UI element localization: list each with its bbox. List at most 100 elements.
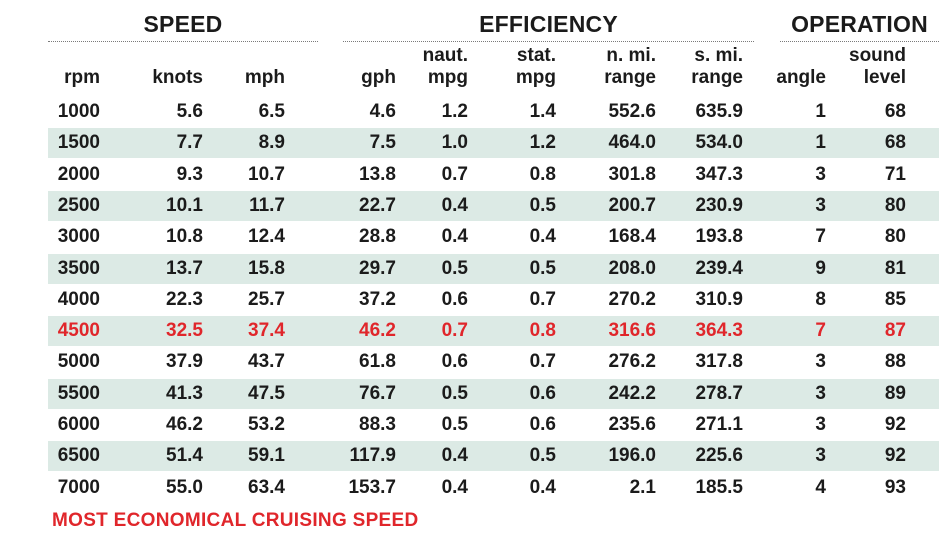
cell-rpm: 6000 [57,414,100,435]
cell-naut-mpg: 0.4 [441,226,468,247]
column-header-rpm-line2: rpm [64,67,100,88]
cell-naut-mpg: 0.4 [441,477,468,498]
cell-smi-range: 271.1 [695,414,743,435]
table-row: 3500 13.7 15.8 29.7 0.5 0.5 208.0 239.4 9 81 [48,254,939,284]
cell-knots: 55.0 [166,477,203,498]
cell-mph: 63.4 [248,477,285,498]
table-row: 5500 41.3 47.5 76.7 0.5 0.6 242.2 278.7 3 89 [48,379,939,409]
cell-smi-range: 534.0 [695,132,743,153]
cell-stat-mpg: 0.7 [529,351,556,372]
cell-stat-mpg: 1.4 [529,101,556,122]
cell-knots: 51.4 [166,445,203,466]
cell-smi-range: 310.9 [695,289,743,310]
group-title-operation: OPERATION [791,11,928,37]
table-row: 2000 9.3 10.7 13.8 0.7 0.8 301.8 347.3 3 71 [48,160,939,190]
cell-gph: 13.8 [359,164,396,185]
cell-knots: 37.9 [166,351,203,372]
cell-smi-range: 364.3 [695,320,743,341]
cell-rpm: 4500 [57,320,100,341]
cell-smi-range: 230.9 [695,195,743,216]
cell-angle: 3 [815,383,826,404]
cell-naut-mpg: 0.4 [441,195,468,216]
cell-angle: 7 [815,226,826,247]
cell-knots: 10.1 [166,195,203,216]
cell-knots: 46.2 [166,414,203,435]
cell-angle: 3 [815,164,826,185]
cell-mph: 59.1 [248,445,285,466]
cell-sound-level: 80 [884,195,906,216]
column-header-stat-mpg-line2: mpg [515,67,556,88]
cell-nmi-range: 301.8 [608,164,656,185]
cell-stat-mpg: 0.4 [529,477,556,498]
cell-knots: 10.8 [166,226,203,247]
group-title-efficiency: EFFICIENCY [479,11,618,37]
table-row: 5000 37.9 43.7 61.8 0.6 0.7 276.2 317.8 3 88 [48,347,939,377]
cell-mph: 53.2 [248,414,285,435]
cell-sound-level: 68 [884,101,906,122]
table-row: 6000 46.2 53.2 88.3 0.5 0.6 235.6 271.1 3 92 [48,410,939,440]
cell-rpm: 2500 [57,195,100,216]
cell-rpm: 6500 [57,445,100,466]
cell-stat-mpg: 1.2 [529,132,556,153]
table-row: 3000 10.8 12.4 28.8 0.4 0.4 168.4 193.8 7 80 [48,222,939,252]
cell-gph: 88.3 [359,414,396,435]
cell-naut-mpg: 0.5 [441,383,468,404]
cell-naut-mpg: 0.6 [441,351,468,372]
cell-gph: 61.8 [359,351,396,372]
cell-nmi-range: 168.4 [608,226,656,247]
cell-smi-range: 278.7 [695,383,743,404]
cell-stat-mpg: 0.4 [529,226,556,247]
table-row: 1500 7.7 8.9 7.5 1.0 1.2 464.0 534.0 1 68 [48,128,939,158]
cell-gph: 37.2 [359,289,396,310]
cell-stat-mpg: 0.8 [529,320,556,341]
cell-naut-mpg: 0.5 [441,414,468,435]
cell-sound-level: 92 [884,445,906,466]
cell-smi-range: 193.8 [695,226,743,247]
table-row: 6500 51.4 59.1 117.9 0.4 0.5 196.0 225.6 3 92 [48,441,939,471]
cell-naut-mpg: 0.7 [441,320,468,341]
column-header-sound-level-line1: sound [849,45,906,66]
table-row: 7000 55.0 63.4 153.7 0.4 0.4 2.1 185.5 4 93 [48,473,939,503]
column-header-sound-level-line2: level [863,67,906,88]
cell-angle: 9 [815,258,826,279]
cell-sound-level: 71 [884,164,906,185]
cell-nmi-range: 235.6 [608,414,656,435]
cell-nmi-range: 242.2 [608,383,656,404]
cell-stat-mpg: 0.5 [529,445,556,466]
cell-nmi-range: 464.0 [608,132,656,153]
cell-smi-range: 185.5 [695,477,743,498]
cell-nmi-range: 276.2 [608,351,656,372]
cell-nmi-range: 552.6 [608,101,656,122]
cell-naut-mpg: 0.4 [441,445,468,466]
cell-knots: 9.3 [176,164,203,185]
cell-mph: 25.7 [248,289,285,310]
cell-gph: 46.2 [359,320,396,341]
cell-stat-mpg: 0.5 [529,195,556,216]
cell-sound-level: 80 [884,226,906,247]
cell-naut-mpg: 0.7 [441,164,468,185]
cell-angle: 1 [815,132,826,153]
cell-angle: 3 [815,351,826,372]
cell-gph: 22.7 [359,195,396,216]
cell-mph: 15.8 [248,258,285,279]
cell-sound-level: 85 [884,289,906,310]
cell-gph: 28.8 [359,226,396,247]
cell-nmi-range: 316.6 [608,320,656,341]
cell-rpm: 2000 [57,164,100,185]
cell-rpm: 7000 [57,477,100,498]
cell-smi-range: 239.4 [695,258,743,279]
column-header-naut-mpg-line1: naut. [422,45,468,66]
group-rule-operation [780,41,939,42]
cell-sound-level: 68 [884,132,906,153]
cell-angle: 7 [815,320,826,341]
cell-sound-level: 87 [884,320,906,341]
cell-naut-mpg: 0.5 [441,258,468,279]
cell-gph: 153.7 [348,477,396,498]
cell-knots: 7.7 [176,132,203,153]
cell-angle: 3 [815,195,826,216]
cell-angle: 3 [815,414,826,435]
cell-nmi-range: 270.2 [608,289,656,310]
group-title-speed: SPEED [143,11,223,37]
cell-nmi-range: 208.0 [608,258,656,279]
cell-gph: 4.6 [369,101,396,122]
